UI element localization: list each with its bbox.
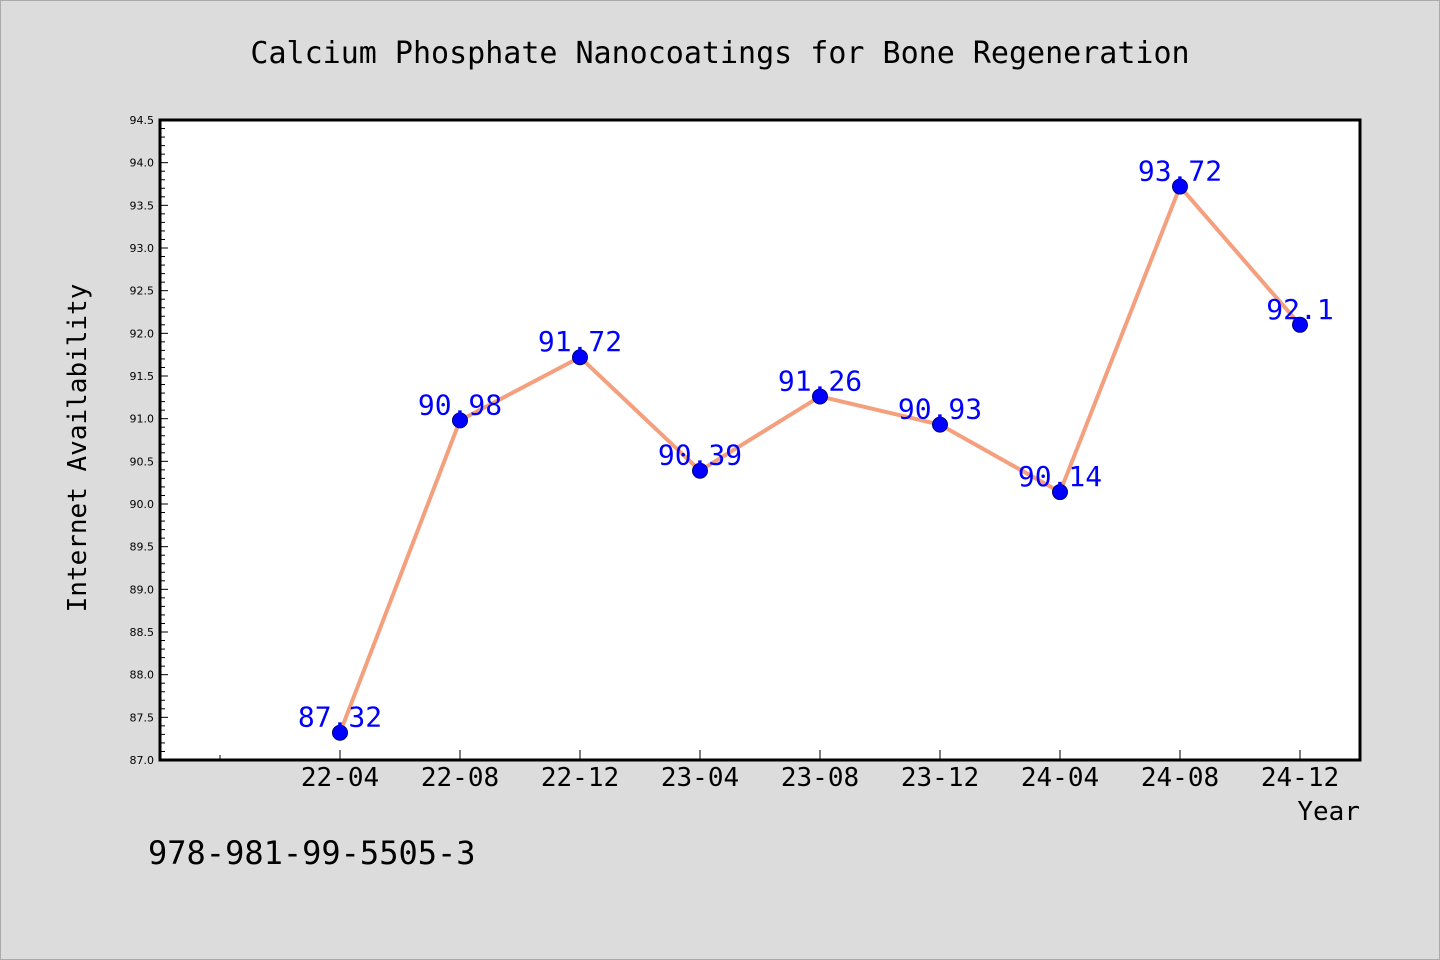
data-label: 91.26 <box>778 364 862 397</box>
data-label: 90.39 <box>658 439 742 472</box>
y-tick-label: 91.5 <box>130 370 155 383</box>
data-point <box>572 349 588 366</box>
y-tick-label: 93.5 <box>130 199 155 212</box>
x-tick-label: 23-12 <box>901 763 979 793</box>
data-point <box>332 724 348 741</box>
chart-title: Calcium Phosphate Nanocoatings for Bone … <box>250 36 1189 71</box>
y-tick-label: 89.0 <box>130 583 155 596</box>
x-tick-label: 23-04 <box>661 763 739 793</box>
y-tick-label: 89.5 <box>130 541 155 554</box>
y-tick-label: 94.0 <box>130 157 155 170</box>
series-line <box>332 178 1308 741</box>
x-tick-label: 24-12 <box>1261 763 1339 793</box>
x-axis: 22-04 22-08 22-12 23-04 23-08 23-12 24-04 24-08… <box>219 750 1339 793</box>
x-tick-label: 24-08 <box>1141 763 1219 793</box>
y-tick-label: 88.0 <box>130 669 155 682</box>
y-tick-label: 87.0 <box>130 754 155 767</box>
data-label: 87.32 <box>298 701 382 734</box>
data-label: 90.14 <box>1018 460 1102 493</box>
data-label: 92.1 <box>1266 293 1333 326</box>
data-label: 90.98 <box>418 388 502 421</box>
data-label: 90.93 <box>898 393 982 426</box>
x-tick-label: 24-04 <box>1021 763 1099 793</box>
data-label: 93.72 <box>1138 155 1222 188</box>
y-tick-label: 87.5 <box>130 711 155 724</box>
isbn-footnote: 978-981-99-5505-3 <box>148 834 476 872</box>
y-tick-label: 92.5 <box>130 285 155 298</box>
data-point <box>1172 178 1188 195</box>
y-axis: 87.0 87.5 88.0 88.5 89.0 89.5 90.0 90.5 91.0 91.5… <box>130 114 168 767</box>
x-axis-label: Year <box>1297 797 1360 827</box>
x-tick-label: 22-12 <box>541 763 619 793</box>
data-point <box>1292 316 1308 333</box>
y-tick-label: 91.0 <box>130 413 155 426</box>
data-point <box>812 388 828 405</box>
y-tick-label: 90.0 <box>130 498 155 511</box>
y-tick-label: 94.5 <box>130 114 155 127</box>
y-tick-label: 88.5 <box>130 626 155 639</box>
data-point <box>932 416 948 433</box>
data-point <box>1052 484 1068 501</box>
data-labels: 87.32 90.98 91.72 90.39 91.26 90.93 90.14 93.72… <box>298 155 1334 734</box>
y-tick-label: 93.0 <box>130 242 155 255</box>
plot-area <box>158 118 1362 762</box>
data-point <box>452 412 468 429</box>
x-tick-label: 22-04 <box>301 763 379 793</box>
y-axis-label: Internet Availability <box>63 284 93 613</box>
y-tick-label: 90.5 <box>130 455 155 468</box>
x-tick-label: 23-08 <box>781 763 859 793</box>
x-tick-label: 22-08 <box>421 763 499 793</box>
y-tick-label: 92.0 <box>130 327 155 340</box>
data-label: 91.72 <box>538 325 622 358</box>
data-point <box>692 462 708 479</box>
